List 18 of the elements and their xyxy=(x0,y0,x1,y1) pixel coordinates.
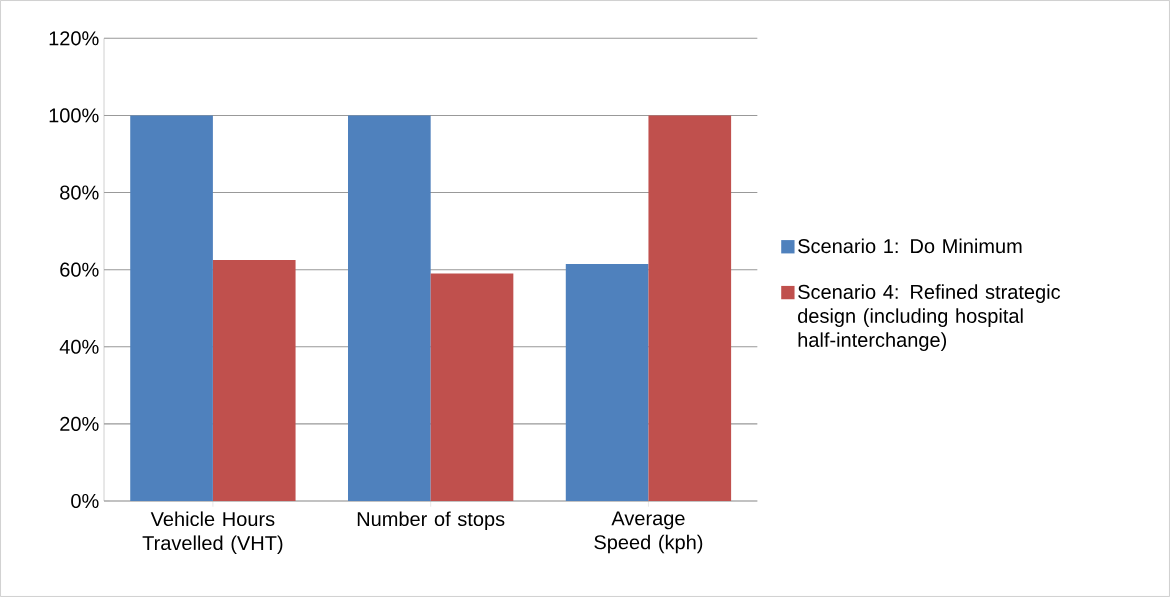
y-tick-label: 60% xyxy=(60,262,99,277)
y-tick-label: 100% xyxy=(49,108,99,123)
x-tick-label: Average Speed (kph) xyxy=(594,511,703,554)
legend-label: Scenario 1: Do Minimum xyxy=(798,238,1022,254)
y-tick-label: 80% xyxy=(60,185,99,200)
bar xyxy=(212,260,296,501)
x-tick-label: Vehicle Hours Travelled (VHT) xyxy=(142,511,283,555)
legend-label: Scenario 4: Refined strategic design (including hospital half-interchange) xyxy=(798,284,1061,351)
y-tick-label: 120% xyxy=(49,31,99,46)
y-tick-label: 0% xyxy=(71,493,99,509)
bar xyxy=(565,263,649,501)
y-tick-label: 20% xyxy=(60,416,99,431)
bar xyxy=(130,115,213,501)
bar xyxy=(348,115,431,501)
y-tick-label: 40% xyxy=(59,339,99,354)
x-tick-label: Number of stops xyxy=(357,511,505,531)
bar xyxy=(648,115,732,501)
bar xyxy=(430,273,514,501)
